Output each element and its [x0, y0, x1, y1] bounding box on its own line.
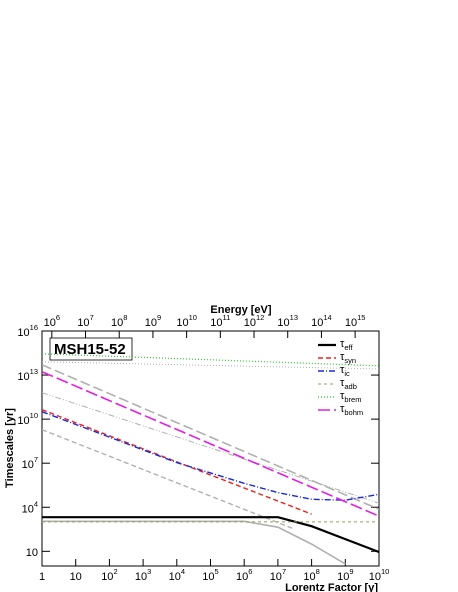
series-line: [42, 429, 295, 530]
x2-tick-label: 1011: [210, 313, 230, 329]
plot-frame: [41, 330, 380, 567]
x-tick-label: 109: [337, 567, 353, 583]
y-tick-label: 1016: [17, 323, 38, 339]
x-tick-label: 107: [270, 567, 286, 583]
legend-label: τbrem: [340, 390, 361, 404]
legend-label: τic: [340, 364, 350, 378]
legend-label: τbohm: [340, 403, 363, 417]
y-tick-label: 1013: [17, 367, 38, 383]
series-line: [42, 361, 379, 370]
series-line: [42, 392, 379, 504]
x-tick-label: 10: [70, 571, 82, 583]
x2-tick-label: 1014: [311, 313, 332, 329]
x2-tick-label: 1013: [277, 313, 298, 329]
x-tick-label: 1: [39, 571, 45, 583]
y-tick-label: 104: [22, 499, 38, 515]
series-line: [42, 520, 346, 565]
x2-tick-label: 107: [77, 313, 93, 329]
chart-title: MSH15-52: [54, 341, 126, 358]
x-tick-label: 102: [101, 567, 117, 583]
x-tick-label: 103: [135, 567, 151, 583]
y-tick-label: 1010: [17, 411, 38, 427]
legend-label: τeff: [340, 338, 353, 352]
x2-tick-label: 1015: [345, 313, 366, 329]
series-line: [42, 516, 379, 554]
y-tick-label: 10: [26, 547, 38, 559]
y-tick-label: 107: [22, 455, 38, 471]
series-line: [42, 370, 379, 517]
series-line: [42, 411, 379, 501]
x-tick-label: 104: [169, 567, 185, 583]
x-tick-label: 108: [303, 567, 319, 583]
legend-label: τadb: [340, 377, 357, 391]
legend-label: τsyn: [340, 351, 356, 365]
title-box: [49, 337, 133, 361]
x2-tick-label: 108: [111, 313, 127, 329]
series-line: [42, 353, 379, 367]
x2-tick-label: 109: [145, 313, 161, 329]
x-tick-label: 105: [202, 567, 218, 583]
x2-axis-title: Energy [eV]: [210, 304, 271, 316]
x-axis-title: Lorentz Factor [γ]: [285, 582, 378, 592]
x2-tick-label: 106: [44, 313, 60, 329]
x-tick-label: 106: [236, 567, 252, 583]
y-axis-title: Timescales [yr]: [4, 408, 16, 488]
series-line: [42, 364, 379, 511]
x2-tick-label: 1010: [176, 313, 197, 329]
x-tick-label: 1010: [369, 567, 390, 583]
x2-tick-label: 1012: [244, 313, 265, 329]
